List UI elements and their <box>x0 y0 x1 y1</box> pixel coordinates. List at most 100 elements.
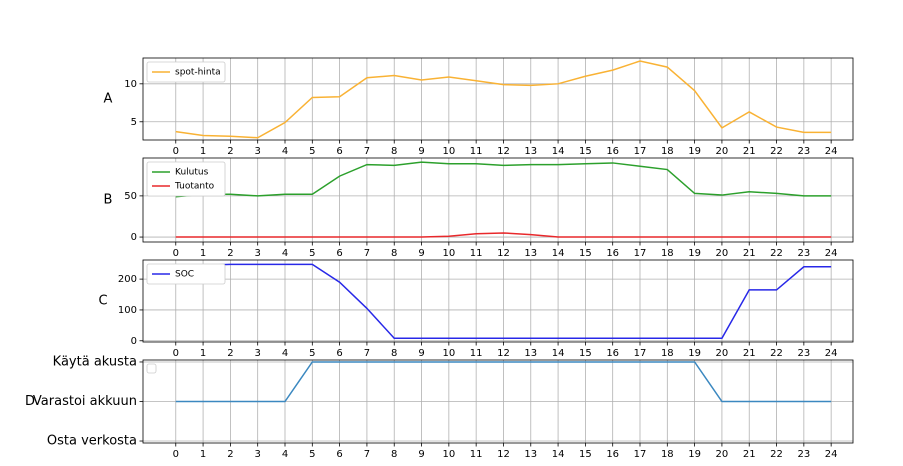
data-line <box>175 263 832 340</box>
x-tick-label: 9 <box>418 449 424 460</box>
legend-label: SOC <box>175 270 194 280</box>
legend-box <box>146 61 226 83</box>
x-tick-label: 20 <box>716 146 729 157</box>
x-tick-label: 22 <box>770 449 783 460</box>
y-axis-label: A <box>104 92 113 107</box>
y-tick-label: Käytä akusta <box>53 354 137 369</box>
x-tick-label: 23 <box>797 248 810 259</box>
data-line <box>175 361 832 403</box>
y-axis-label: B <box>104 193 113 208</box>
x-tick-label: 8 <box>391 348 397 359</box>
x-tick-label: 9 <box>418 348 424 359</box>
data-line <box>175 161 832 198</box>
x-tick-label: 3 <box>255 449 261 460</box>
x-tick-label: 1 <box>200 449 206 460</box>
x-tick-label: 7 <box>364 348 370 359</box>
x-tick-label: 10 <box>442 146 455 157</box>
y-axis-label: C <box>98 294 107 309</box>
x-tick-label: 23 <box>797 348 810 359</box>
x-tick-label: 17 <box>634 248 647 259</box>
y-tick-label: 0 <box>131 336 137 347</box>
x-tick-label: 16 <box>606 248 619 259</box>
x-tick-label: 13 <box>524 449 537 460</box>
x-tick-label: 11 <box>470 248 483 259</box>
x-tick-label: 5 <box>309 449 315 460</box>
plot-frame <box>142 359 854 444</box>
legend-box <box>146 363 157 374</box>
x-tick-label: 15 <box>579 449 592 460</box>
x-tick-label: 17 <box>634 449 647 460</box>
x-tick-label: 7 <box>364 449 370 460</box>
x-tick-label: 13 <box>524 348 537 359</box>
legend-box <box>146 263 226 285</box>
x-tick-label: 3 <box>255 146 261 157</box>
x-tick-label: 15 <box>579 146 592 157</box>
x-tick-label: 6 <box>336 146 342 157</box>
x-tick-label: 19 <box>688 348 701 359</box>
x-tick-label: 20 <box>716 248 729 259</box>
x-tick-label: 21 <box>743 146 756 157</box>
x-tick-label: 4 <box>282 348 288 359</box>
x-tick-label: 14 <box>552 348 565 359</box>
x-tick-label: 15 <box>579 248 592 259</box>
x-tick-label: 5 <box>309 348 315 359</box>
x-tick-label: 10 <box>442 449 455 460</box>
x-tick-label: 24 <box>825 146 838 157</box>
x-tick-label: 15 <box>579 348 592 359</box>
x-tick-label: 13 <box>524 248 537 259</box>
x-tick-label: 2 <box>227 248 233 259</box>
x-tick-label: 23 <box>797 146 810 157</box>
y-tick-label: Osta verkosta <box>47 434 137 449</box>
x-tick-label: 16 <box>606 348 619 359</box>
x-tick-label: 18 <box>661 248 674 259</box>
x-tick-label: 4 <box>282 146 288 157</box>
x-tick-label: 8 <box>391 146 397 157</box>
x-tick-label: 17 <box>634 146 647 157</box>
x-tick-label: 18 <box>661 348 674 359</box>
x-tick-label: 24 <box>825 248 838 259</box>
plot-frame <box>142 157 854 243</box>
y-tick-label: Varastoi akkuun <box>33 394 137 409</box>
x-tick-label: 8 <box>391 449 397 460</box>
y-axis-label: D <box>25 394 35 409</box>
x-tick-label: 1 <box>200 348 206 359</box>
x-tick-label: 1 <box>200 146 206 157</box>
x-tick-label: 6 <box>336 348 342 359</box>
x-tick-label: 0 <box>173 146 179 157</box>
x-tick-label: 10 <box>442 248 455 259</box>
x-tick-label: 24 <box>825 348 838 359</box>
x-tick-label: 23 <box>797 449 810 460</box>
x-tick-label: 24 <box>825 449 838 460</box>
x-tick-label: 14 <box>552 248 565 259</box>
legend-box <box>146 161 226 197</box>
x-tick-label: 21 <box>743 348 756 359</box>
y-tick-label: 200 <box>118 274 137 285</box>
x-tick-label: 22 <box>770 146 783 157</box>
x-tick-label: 16 <box>606 146 619 157</box>
x-tick-label: 12 <box>497 248 510 259</box>
x-tick-label: 6 <box>336 248 342 259</box>
x-tick-label: 5 <box>309 146 315 157</box>
x-tick-label: 20 <box>716 348 729 359</box>
x-tick-label: 11 <box>470 146 483 157</box>
x-tick-label: 3 <box>255 248 261 259</box>
x-tick-label: 2 <box>227 348 233 359</box>
x-tick-label: 21 <box>743 248 756 259</box>
plot-frame <box>142 57 854 141</box>
x-tick-label: 11 <box>470 348 483 359</box>
plot-frame <box>142 259 854 343</box>
x-tick-label: 3 <box>255 348 261 359</box>
x-tick-label: 7 <box>364 146 370 157</box>
x-tick-label: 19 <box>688 449 701 460</box>
y-tick-label: 50 <box>124 191 137 202</box>
x-tick-label: 2 <box>227 146 233 157</box>
x-tick-label: 6 <box>336 449 342 460</box>
x-tick-label: 22 <box>770 248 783 259</box>
x-tick-label: 8 <box>391 248 397 259</box>
x-tick-label: 9 <box>418 248 424 259</box>
x-tick-label: 22 <box>770 348 783 359</box>
x-tick-label: 19 <box>688 248 701 259</box>
x-tick-label: 12 <box>497 146 510 157</box>
x-tick-label: 7 <box>364 248 370 259</box>
